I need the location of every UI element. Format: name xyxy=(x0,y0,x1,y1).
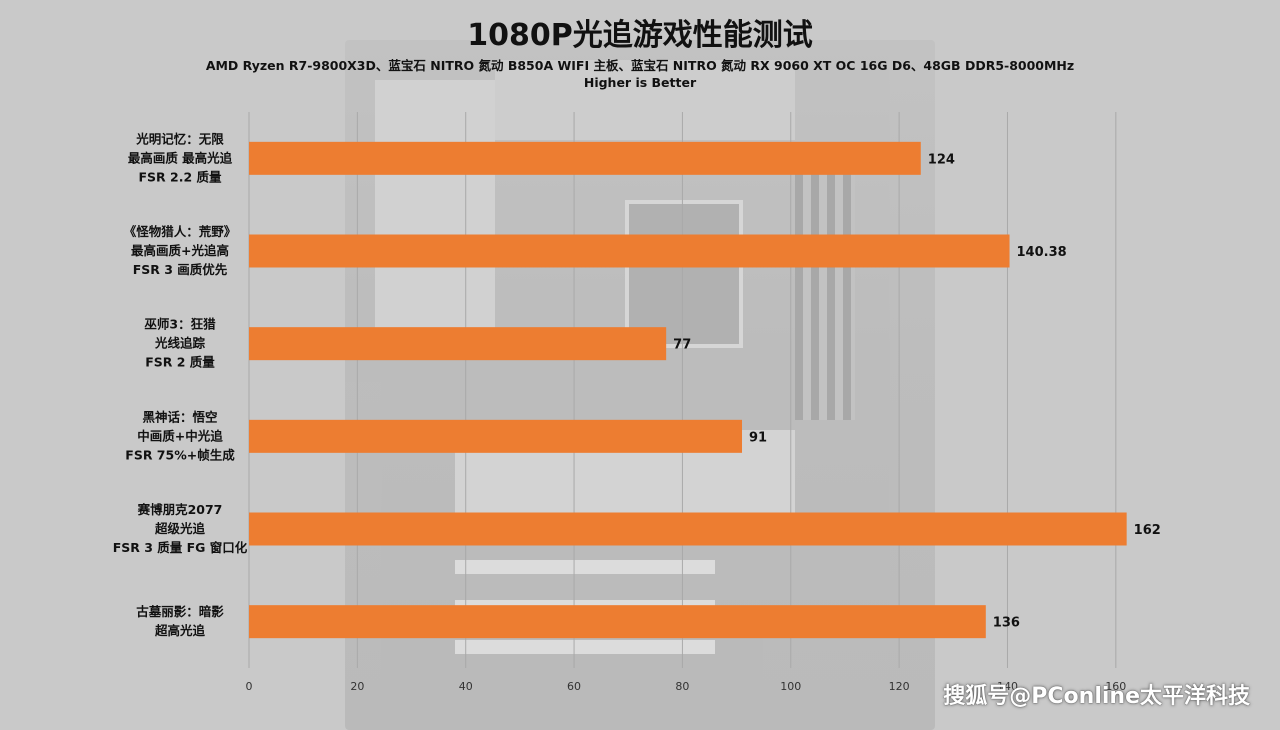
category-label: 最高画质+光追高 xyxy=(131,243,229,258)
category-label: FSR 2.2 质量 xyxy=(138,169,222,184)
x-tick-label: 60 xyxy=(567,680,581,693)
x-tick-label: 100 xyxy=(780,680,801,693)
category-label: 黑神话：悟空 xyxy=(142,409,217,424)
bar xyxy=(249,234,1010,268)
bg-pcie-slots xyxy=(455,560,715,574)
chart-subtitle: AMD Ryzen R7-9800X3D、蓝宝石 NITRO 氮动 B850A … xyxy=(205,58,1075,73)
chart-title: 1080P光追游戏性能测试 xyxy=(467,18,813,53)
category-label: FSR 3 画质优先 xyxy=(133,262,228,277)
bar xyxy=(249,327,667,361)
category-label: 《怪物猎人：荒野》 xyxy=(124,224,237,239)
bg-heatsink-top xyxy=(495,60,795,140)
category-label: 古墓丽影：暗影 xyxy=(136,604,224,619)
category-label: 赛博朋克2077 xyxy=(137,502,223,517)
category-label: FSR 75%+帧生成 xyxy=(125,447,235,462)
category-label: 光线追踪 xyxy=(154,336,206,351)
x-tick-label: 160 xyxy=(1105,680,1126,693)
bg-cpu-socket xyxy=(625,200,743,348)
data-label: 162 xyxy=(1134,523,1161,538)
x-tick-label: 120 xyxy=(889,680,910,693)
category-label: 超级光追 xyxy=(154,521,206,536)
data-label: 124 xyxy=(928,152,955,167)
category-label: FSR 3 质量 FG 窗口化 xyxy=(113,540,248,555)
x-tick-label: 140 xyxy=(997,680,1018,693)
data-label: 91 xyxy=(749,430,767,445)
x-tick-label: 40 xyxy=(459,680,473,693)
category-label: 光明记忆：无限 xyxy=(135,131,224,146)
watermark: 搜狐号@PConline太平洋科技 xyxy=(943,684,1250,709)
category-label: FSR 2 质量 xyxy=(145,355,215,370)
bar xyxy=(249,605,986,639)
x-tick-label: 0 xyxy=(246,680,253,693)
bar xyxy=(249,141,921,175)
data-label: 136 xyxy=(993,616,1020,631)
x-tick-label: 20 xyxy=(350,680,364,693)
bg-memory-slots xyxy=(795,160,855,420)
bg-heatsink xyxy=(375,80,495,330)
bar xyxy=(249,419,743,453)
category-label: 超高光追 xyxy=(154,623,206,638)
category-label: 中画质+中光追 xyxy=(137,428,223,443)
x-tick-label: 80 xyxy=(675,680,689,693)
data-label: 77 xyxy=(673,338,691,353)
data-label: 140.38 xyxy=(1017,245,1067,260)
bar xyxy=(249,512,1127,546)
category-label: 巫师3：狂猎 xyxy=(144,317,216,332)
category-label: 最高画质 最高光追 xyxy=(128,150,233,165)
chart-subtitle-note: Higher is Better xyxy=(583,75,697,90)
